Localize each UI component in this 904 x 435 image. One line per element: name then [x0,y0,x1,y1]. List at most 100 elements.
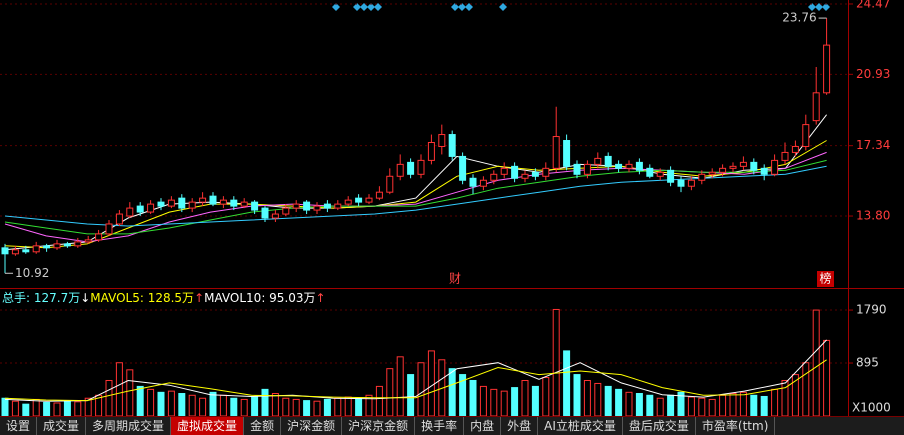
candle-body [771,159,779,175]
volume-bar [760,395,768,416]
candle-body [355,197,363,203]
candle-body [1,247,9,255]
volume-bar [32,398,40,416]
candle-body [781,151,789,161]
candle-body [635,161,643,171]
candle-body [84,239,92,243]
candle-body [95,233,103,241]
volume-bar [646,394,654,416]
tab[interactable]: 盘后成交量 [623,417,696,435]
candle-body [667,169,675,183]
candle-body [760,167,768,175]
candle-body [167,199,175,207]
flag-label: 财 [449,272,461,286]
unit-label: X1000 [852,401,891,415]
ma-line [4,159,827,235]
candle-body [11,249,19,255]
volume-bar [323,398,331,416]
tab[interactable]: 设置 [0,417,38,435]
volume-bar [178,393,186,416]
volume-bar [136,385,144,416]
volume-bar [115,362,123,416]
candle-body [427,142,435,161]
tab[interactable]: 沪深金额 [281,417,343,435]
candle-body [230,199,238,207]
event-markers [332,3,830,11]
legend-item: MAVOL5: 128.5万 [90,291,194,305]
candle-body [240,201,248,207]
volume-legend: 总手: 127.7万↓MAVOL5: 128.5万↑MAVOL10: 95.03… [2,291,326,305]
volume-bar [11,400,19,416]
candle-body [791,145,799,153]
tab[interactable]: 成交量 [37,417,87,435]
candle-body [365,197,373,203]
candle-body [74,241,82,247]
tab[interactable]: 沪深京金额 [342,417,416,435]
candle-body [552,136,560,169]
candle-body [157,201,165,207]
volume-bar [63,400,71,416]
candle-body [604,155,612,167]
volume-bar [251,396,259,416]
high-label: 23.76 [782,11,816,25]
candle-body [292,203,300,209]
candle-body [438,134,446,147]
y-tick-label: 20.93 [856,67,890,81]
tab-bar: 设置 成交量 多周期成交量 虚拟成交量 金额 沪深金额 沪深京金额 换手率 内盘 外盘 AI立桩成交… [0,416,904,435]
volume-bar [188,394,196,416]
candle-body [344,199,352,205]
tab[interactable]: 虚拟成交量 [171,417,245,435]
volume-bar [771,388,779,416]
volume-bar [552,308,560,416]
candle-body [594,157,602,165]
volume-bar [157,391,165,416]
ma-line [4,359,827,402]
tab[interactable]: 金额 [244,417,282,435]
candle-body [531,171,539,177]
candle-body [282,207,290,215]
volume-bar [479,385,487,416]
tab[interactable]: 内盘 [464,417,502,435]
volume-bar [667,394,675,416]
volume-bar [531,385,539,416]
volume-bar [511,387,519,416]
y-tick-label: 895 [856,356,879,370]
volume-bar [43,401,51,416]
tab[interactable]: 换手率 [415,417,465,435]
candle-body [511,165,519,179]
tab[interactable]: 外盘 [501,417,539,435]
candle-body [219,199,227,205]
volume-bar [687,396,695,416]
volume-bar [199,397,207,416]
volume-bar [355,397,363,416]
ma-line [4,165,827,227]
low-label: 10.92 [15,266,49,280]
volume-bar [459,374,467,416]
candle-body [147,203,155,213]
volume-bar [209,391,217,416]
volume-bar [344,396,352,416]
candle-body [303,201,311,211]
volume-bar [739,391,747,416]
volume-bar [396,356,404,416]
volume-bar [812,309,820,416]
tab[interactable]: AI立桩成交量 [538,417,623,435]
candle-body [459,155,467,181]
candle-body [261,207,269,219]
volume-bar [729,393,737,416]
flag-box [817,271,834,287]
candle-body [53,243,61,249]
candle-body [209,195,217,205]
candle-body [656,171,664,177]
volume-bar [500,390,508,416]
candle-body [63,243,71,247]
candle-body [375,191,383,199]
candle-body [739,161,747,167]
volume-bar [625,391,633,416]
tab[interactable]: 多周期成交量 [86,417,172,435]
volume-bar [719,394,727,416]
tab[interactable]: 市盈率(ttm) [696,417,776,435]
volume-bar [375,385,383,416]
volume-bar [781,379,789,416]
